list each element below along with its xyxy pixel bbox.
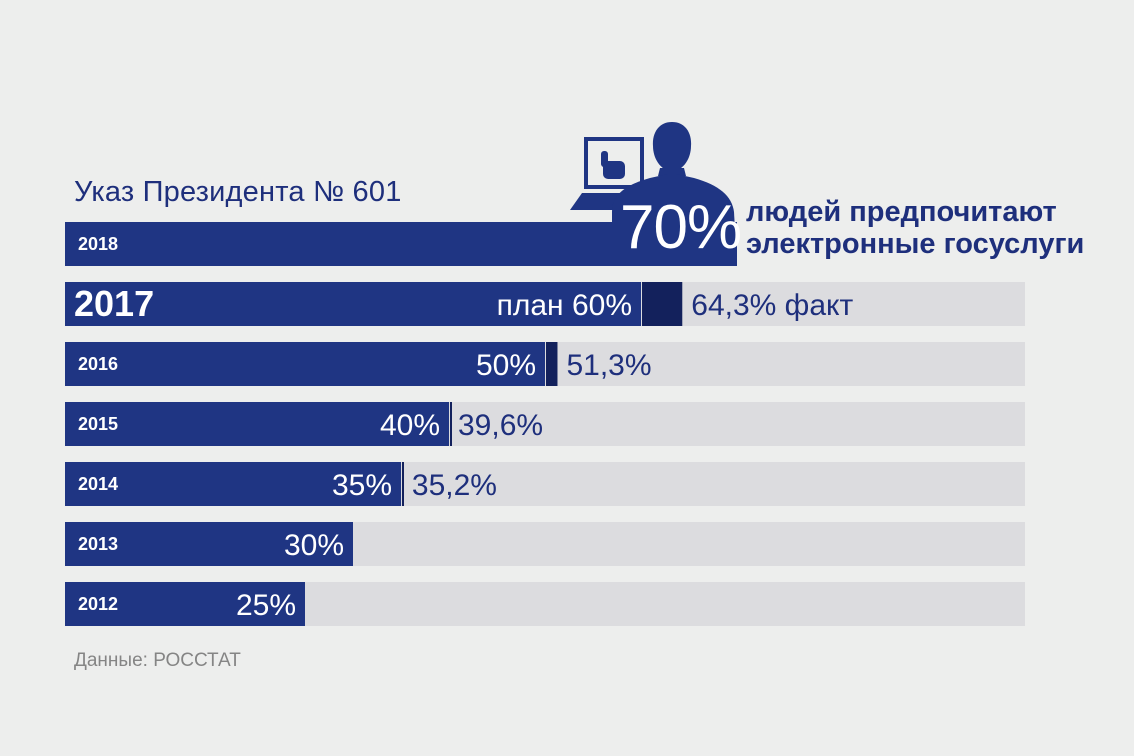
fact-value-label-2017: 64,3% факт (691, 289, 853, 322)
bar-fact-2017 (642, 282, 683, 326)
fact-value-label-2015: 39,6% (458, 409, 543, 442)
bar-fact-2016 (546, 342, 558, 386)
plan-value-label-2013: 30% (284, 529, 344, 562)
bar-plan-2013 (65, 522, 353, 566)
plan-value-label-2016: 50% (476, 349, 536, 382)
bar-plan-2014 (65, 462, 401, 506)
plan-value-label-2015: 40% (380, 409, 440, 442)
highlight-caption-line-1: людей предпочитают (746, 196, 1057, 228)
data-source: Данные: РОССТАТ (74, 650, 241, 671)
bar-plan-2012 (65, 582, 305, 626)
highlight-caption-line-2: электронные госуслуги (746, 228, 1085, 260)
chart-subtitle: Указ Президента № 601 (74, 176, 402, 208)
plan-value-label-2014: 35% (332, 469, 392, 502)
bars-group: 2018 2017 план 60% 64,3% факт 2016 50% 51,3% 20… (65, 222, 1025, 626)
bar-fact-marker-2015 (450, 402, 452, 446)
person-silhouette-icon (612, 122, 737, 265)
year-label-2017: 2017 (74, 283, 154, 324)
hand-cursor-icon (601, 151, 625, 179)
year-label-2018: 2018 (78, 234, 118, 254)
fact-value-label-2014: 35,2% (412, 469, 497, 502)
plan-value-label-2012: 25% (236, 589, 296, 622)
year-label-2014: 2014 (78, 474, 118, 494)
year-label-2012: 2012 (78, 594, 118, 614)
bar-plan-2017 (65, 282, 641, 326)
bar-plan-2016 (65, 342, 545, 386)
year-label-2015: 2015 (78, 414, 118, 434)
year-label-2013: 2013 (78, 534, 118, 554)
year-label-2016: 2016 (78, 354, 118, 374)
plan-value-label-2017: план 60% (497, 289, 632, 322)
fact-value-label-2016: 51,3% (566, 349, 651, 382)
person-at-computer-icon (570, 122, 737, 265)
bar-fact-marker-2014 (402, 462, 404, 506)
highlight-value: 70% (620, 193, 742, 262)
bar-plan-2015 (65, 402, 449, 446)
